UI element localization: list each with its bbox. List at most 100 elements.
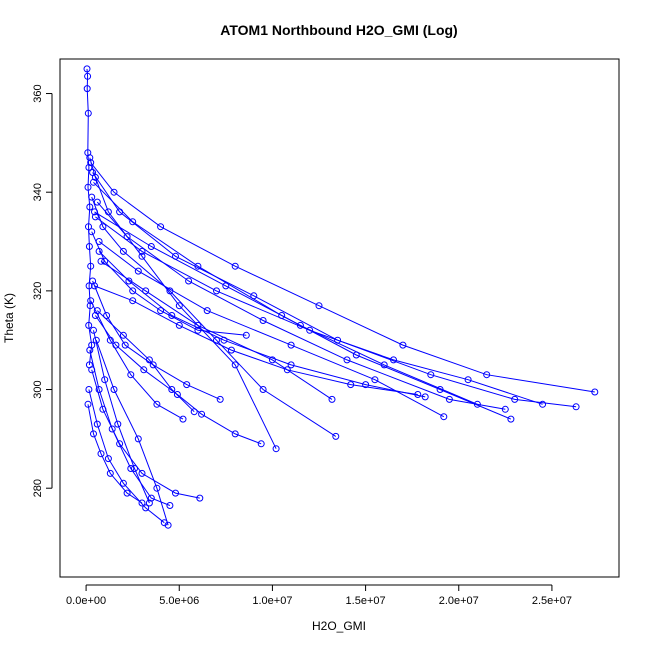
- data-point: [84, 400, 92, 408]
- data-point: [194, 326, 202, 334]
- data-point: [104, 455, 112, 463]
- data-point: [242, 331, 250, 339]
- series-line: [95, 216, 543, 405]
- data-point: [123, 489, 131, 497]
- data-point: [222, 282, 230, 290]
- data-point: [296, 321, 304, 329]
- data-point: [83, 65, 91, 73]
- data-point: [129, 297, 137, 305]
- series-18: [89, 277, 224, 403]
- data-point: [179, 415, 187, 423]
- data-point: [147, 243, 155, 250]
- series-line: [94, 285, 418, 395]
- series-line: [94, 211, 478, 405]
- data-point: [131, 465, 138, 472]
- data-point: [157, 307, 165, 315]
- data-point: [371, 376, 379, 384]
- x-tick-label: 1.0e+07: [252, 595, 292, 607]
- data-point: [86, 154, 94, 162]
- data-point: [97, 450, 105, 458]
- data-point: [473, 400, 481, 408]
- data-point: [91, 282, 98, 290]
- data-point: [90, 430, 97, 438]
- x-tick-label: 0.0e+00: [66, 595, 106, 607]
- data-point: [464, 376, 472, 384]
- data-point: [114, 420, 122, 428]
- series-line: [98, 251, 426, 398]
- data-point: [362, 381, 370, 389]
- data-point: [93, 198, 101, 206]
- data-point: [220, 336, 228, 344]
- data-point: [85, 282, 93, 290]
- data-point: [216, 395, 224, 403]
- series-line: [88, 389, 165, 524]
- data-point: [88, 193, 96, 201]
- data-point: [172, 489, 179, 497]
- y-tick-label: 340: [32, 183, 44, 201]
- series-line: [96, 201, 506, 410]
- data-point: [85, 386, 93, 393]
- data-point: [134, 435, 142, 443]
- data-point: [101, 257, 109, 265]
- data-point: [85, 321, 93, 329]
- data-point: [89, 169, 97, 176]
- series-line: [98, 241, 445, 418]
- data-point: [93, 420, 101, 428]
- data-point: [91, 213, 99, 221]
- y-axis-label: Theta (K): [2, 293, 16, 343]
- data-point: [315, 302, 323, 310]
- data-point: [83, 85, 91, 93]
- data-point: [129, 218, 137, 226]
- series-23: [88, 228, 250, 339]
- data-point: [119, 479, 127, 487]
- data-point: [145, 356, 153, 364]
- series-line: [95, 340, 169, 526]
- series-12: [86, 346, 174, 509]
- data-point: [380, 361, 388, 369]
- x-tick-label: 2.0e+07: [439, 595, 479, 607]
- x-tick-label: 5.0e+06: [159, 595, 199, 607]
- data-point: [127, 465, 135, 472]
- data-point: [84, 109, 92, 117]
- data-point: [268, 356, 276, 364]
- data-point: [287, 361, 295, 369]
- series-9: [91, 208, 481, 408]
- data-point: [97, 257, 105, 265]
- data-point: [85, 164, 93, 171]
- series-line: [91, 196, 337, 437]
- data-point: [183, 381, 191, 389]
- data-point: [591, 388, 599, 396]
- data-point: [112, 341, 120, 349]
- data-point: [88, 228, 96, 236]
- data-point: [87, 262, 95, 270]
- data-point: [134, 267, 142, 275]
- data-point: [390, 356, 397, 364]
- series-line: [90, 162, 595, 393]
- data-point: [190, 408, 198, 416]
- data-point: [198, 410, 206, 418]
- data-point: [110, 188, 118, 196]
- data-point: [203, 307, 211, 315]
- data-point: [196, 494, 204, 502]
- data-point: [572, 403, 580, 411]
- data-point: [175, 321, 183, 329]
- series-line: [91, 231, 247, 336]
- series-5: [89, 169, 580, 411]
- data-point: [106, 469, 114, 477]
- data-point: [101, 376, 109, 384]
- data-point: [116, 208, 124, 216]
- data-point: [103, 312, 111, 319]
- data-point: [511, 395, 519, 403]
- data-point: [85, 243, 93, 250]
- data-point: [138, 469, 146, 477]
- data-point: [257, 440, 265, 448]
- series-7: [93, 198, 509, 413]
- plot-content: [83, 65, 599, 529]
- chart-title: ATOM1 Northbound H2O_GMI (Log): [220, 22, 457, 38]
- data-point: [539, 400, 547, 408]
- data-point: [108, 425, 116, 433]
- y-tick-label: 280: [32, 479, 44, 497]
- data-point: [166, 502, 174, 509]
- data-point: [99, 405, 107, 413]
